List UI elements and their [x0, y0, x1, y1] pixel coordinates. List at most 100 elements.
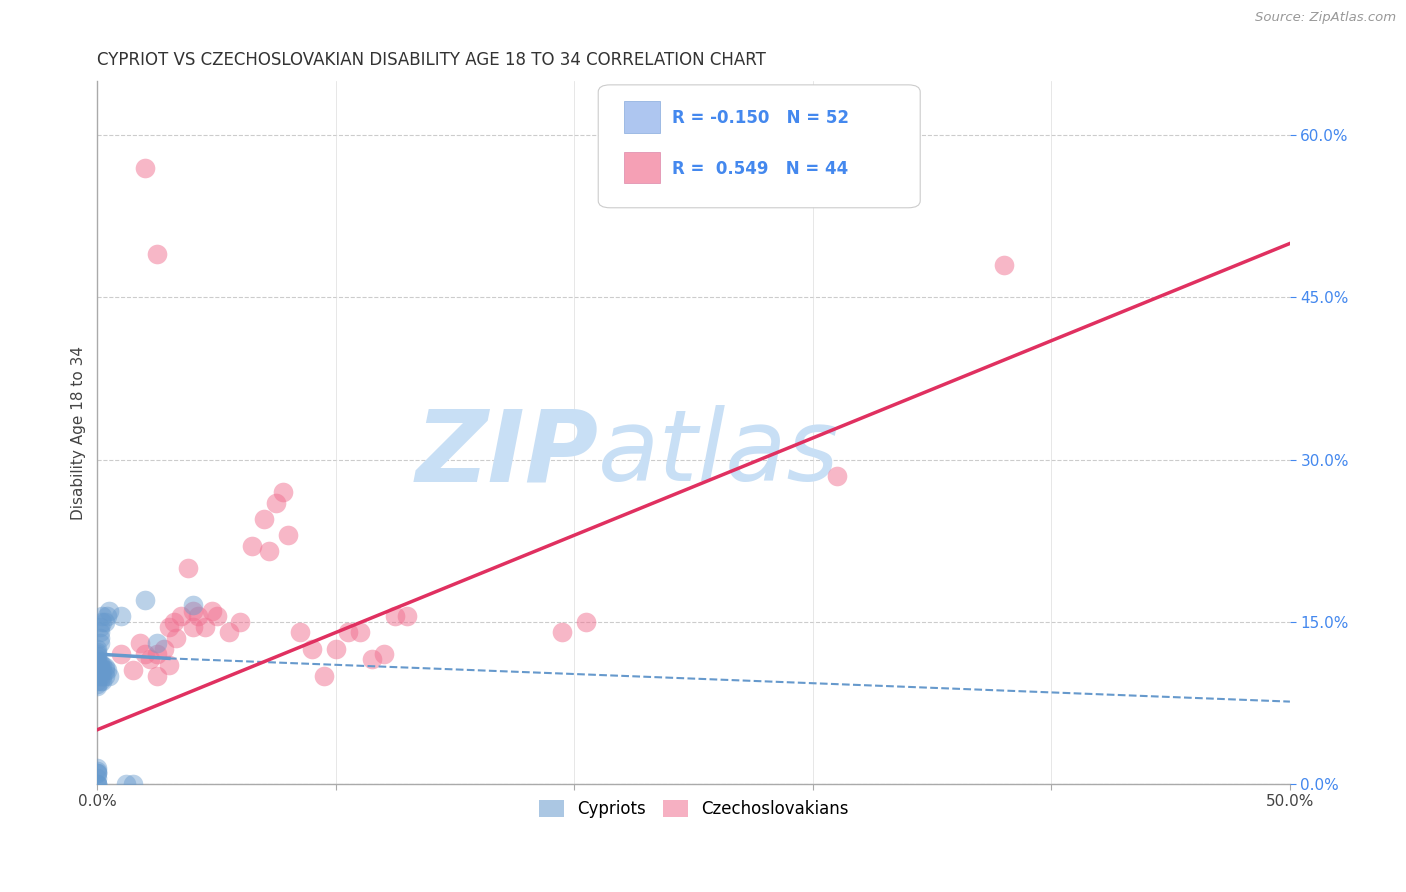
Text: CYPRIOT VS CZECHOSLOVAKIAN DISABILITY AGE 18 TO 34 CORRELATION CHART: CYPRIOT VS CZECHOSLOVAKIAN DISABILITY AG… — [97, 51, 766, 69]
Point — [86, 645, 108, 659]
Point — [134, 161, 156, 175]
Point — [170, 609, 193, 624]
Point — [86, 777, 108, 791]
Legend: Cypriots, Czechoslovakians: Cypriots, Czechoslovakians — [531, 793, 855, 824]
Point — [91, 657, 114, 672]
Point — [993, 258, 1015, 272]
FancyBboxPatch shape — [598, 85, 920, 208]
Point — [157, 657, 180, 672]
Point — [98, 604, 121, 618]
Point — [86, 649, 108, 664]
Point — [110, 647, 132, 661]
Point — [229, 615, 252, 629]
Text: R = -0.150   N = 52: R = -0.150 N = 52 — [672, 109, 849, 127]
Point — [91, 674, 114, 689]
Point — [146, 668, 169, 682]
Point — [165, 631, 187, 645]
Point — [86, 641, 108, 656]
FancyBboxPatch shape — [624, 152, 661, 183]
Point — [86, 660, 108, 674]
Point — [146, 647, 169, 661]
Point — [89, 665, 111, 680]
Point — [825, 468, 848, 483]
Point — [253, 512, 276, 526]
Point — [89, 625, 111, 640]
Point — [93, 660, 115, 674]
Point — [96, 609, 118, 624]
Point — [186, 609, 208, 624]
Point — [89, 636, 111, 650]
Point — [301, 641, 323, 656]
Point — [122, 777, 145, 791]
Point — [181, 604, 204, 618]
Point — [86, 674, 108, 689]
Point — [93, 663, 115, 677]
Point — [91, 609, 114, 624]
Point — [98, 668, 121, 682]
Point — [86, 772, 108, 786]
Point — [86, 766, 108, 780]
Point — [86, 657, 108, 672]
Point — [139, 652, 162, 666]
Point — [325, 641, 347, 656]
Point — [86, 668, 108, 682]
Point — [194, 620, 217, 634]
Point — [163, 615, 186, 629]
Point — [86, 663, 108, 677]
Point — [384, 609, 406, 624]
Text: Source: ZipAtlas.com: Source: ZipAtlas.com — [1256, 11, 1396, 24]
Point — [157, 620, 180, 634]
Point — [89, 660, 111, 674]
Point — [89, 631, 111, 645]
Point — [86, 652, 108, 666]
Point — [93, 668, 115, 682]
Point — [89, 674, 111, 689]
Text: R =  0.549   N = 44: R = 0.549 N = 44 — [672, 161, 848, 178]
Point — [91, 668, 114, 682]
Point — [86, 766, 108, 780]
Point — [257, 544, 280, 558]
Point — [273, 485, 295, 500]
Point — [181, 599, 204, 613]
Point — [336, 625, 359, 640]
Point — [89, 656, 111, 670]
Point — [89, 668, 111, 682]
Point — [396, 609, 419, 624]
Point — [242, 539, 264, 553]
Point — [177, 560, 200, 574]
Point — [86, 777, 108, 791]
Point — [146, 636, 169, 650]
Point — [264, 496, 287, 510]
Point — [551, 625, 574, 640]
FancyBboxPatch shape — [624, 101, 661, 133]
Point — [93, 615, 115, 629]
Point — [205, 609, 228, 624]
Y-axis label: Disability Age 18 to 34: Disability Age 18 to 34 — [72, 345, 86, 519]
Point — [86, 680, 108, 694]
Point — [349, 625, 371, 640]
Point — [89, 663, 111, 677]
Point — [288, 625, 311, 640]
Point — [91, 663, 114, 677]
Point — [89, 620, 111, 634]
Point — [129, 636, 152, 650]
Point — [153, 641, 176, 656]
Point — [134, 647, 156, 661]
Point — [86, 777, 108, 791]
Point — [86, 764, 108, 778]
Point — [86, 677, 108, 691]
Point — [277, 528, 299, 542]
Point — [89, 657, 111, 672]
Point — [86, 656, 108, 670]
Point — [312, 668, 335, 682]
Point — [201, 604, 224, 618]
Point — [96, 663, 118, 677]
Point — [575, 615, 598, 629]
Point — [110, 609, 132, 624]
Point — [86, 647, 108, 661]
Point — [218, 625, 240, 640]
Point — [134, 593, 156, 607]
Point — [91, 615, 114, 629]
Text: ZIP: ZIP — [415, 405, 598, 502]
Point — [115, 777, 138, 791]
